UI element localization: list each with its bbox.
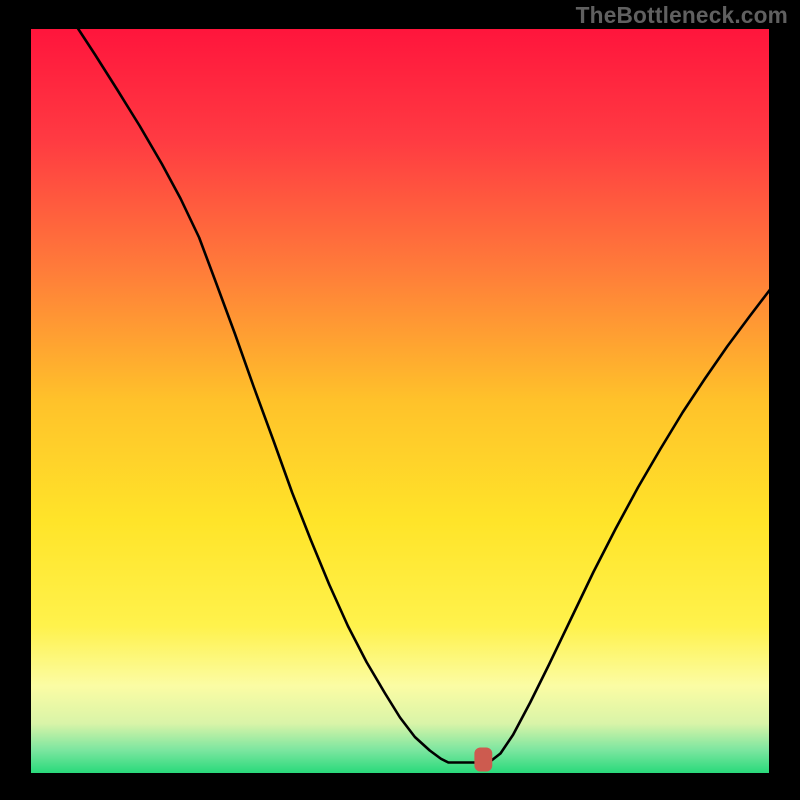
plot-area — [28, 26, 772, 776]
chart-background — [28, 26, 772, 776]
chart-svg — [28, 26, 772, 776]
watermark-text: TheBottleneck.com — [576, 2, 788, 29]
optimum-marker — [474, 748, 492, 772]
figure-root: TheBottleneck.com — [0, 0, 800, 800]
